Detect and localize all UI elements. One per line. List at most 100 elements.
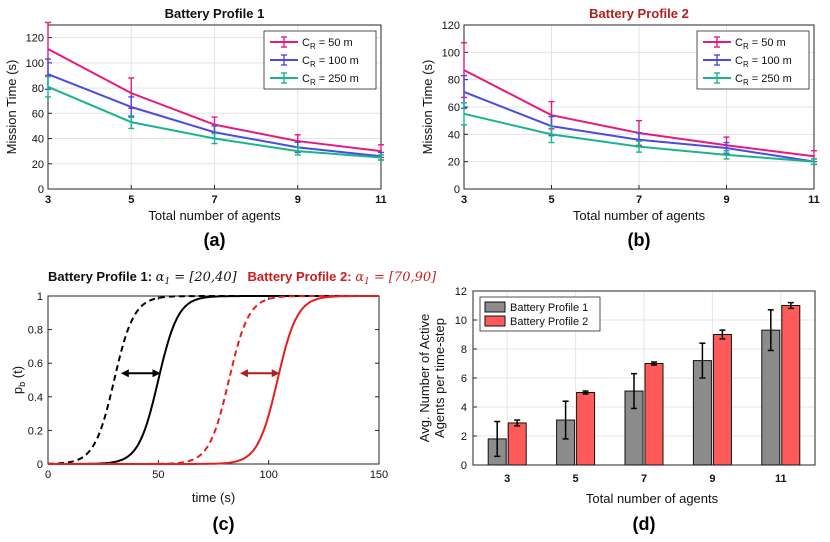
y-tick-label: 0.2 xyxy=(28,425,43,437)
x-tick-label: 5 xyxy=(128,194,134,206)
y-tick-label: 120 xyxy=(442,20,460,32)
bar xyxy=(576,392,596,466)
legend-sub: R xyxy=(743,78,749,87)
title-part: 1 xyxy=(164,277,170,287)
x-tick-label: 11 xyxy=(775,473,787,485)
x-axis-label: Total number of agents xyxy=(573,208,706,223)
x-tick-label: 7 xyxy=(211,194,217,206)
y-axis-label: Mission Time (s) xyxy=(4,60,19,155)
bar xyxy=(507,422,527,466)
x-tick-label: 9 xyxy=(295,194,301,206)
y-tick-label: 100 xyxy=(26,58,44,70)
y-tick-label: 80 xyxy=(32,83,44,95)
legend-prefix: C xyxy=(302,37,310,49)
y-axis-label: Mission Time (s) xyxy=(420,60,435,155)
title-part: α xyxy=(355,270,364,285)
y-tick-label: 2 xyxy=(461,431,467,443)
chart-title: Battery Profile 2 xyxy=(589,6,689,21)
x-tick-label: 5 xyxy=(573,473,579,485)
y-tick-label: 40 xyxy=(448,129,460,141)
y-axis-label: Avg. Number of Active xyxy=(417,314,432,442)
x-tick-label: 11 xyxy=(375,194,387,206)
x-tick-label: 5 xyxy=(548,194,554,206)
legend-label: Battery Profile 1 xyxy=(510,302,588,314)
y-tick-label: 6 xyxy=(461,373,467,385)
x-tick-label: 3 xyxy=(504,473,510,485)
legend-name: = 50 m xyxy=(316,37,353,49)
ylabel-sub: b xyxy=(17,382,27,387)
y-axis-label: Agents per time-step xyxy=(432,318,447,438)
chart-b: Battery Profile 2 0 20 40 60 80 100 120 3 5 7 9 11 To… xyxy=(420,6,820,250)
legend-label: CR = 100 m xyxy=(302,55,359,69)
y-tick-label: 40 xyxy=(32,134,44,146)
series-curve-profile1-upper xyxy=(48,295,379,465)
y-tick-label: 8 xyxy=(461,344,467,356)
y-tick-label: 0 xyxy=(37,459,43,471)
ylabel-suffix: (t) xyxy=(10,366,25,382)
x-tick-label: 100 xyxy=(259,469,277,481)
x-tick-label: 9 xyxy=(723,194,729,206)
legend-label: CR = 250 m xyxy=(735,73,792,87)
panel-label: (b) xyxy=(628,230,651,250)
legend-label: Battery Profile 2 xyxy=(510,316,588,328)
chart-a: Battery Profile 1 0 20 40 60 80 100 120 3 5 7 9 11 To… xyxy=(4,6,387,250)
title-part: 1 xyxy=(364,277,370,287)
y-tick-label: 0.4 xyxy=(28,392,43,404)
legend-sub: R xyxy=(310,60,316,69)
arrow-head xyxy=(239,369,248,378)
legend-label: CR = 250 m xyxy=(302,73,359,87)
legend-label: CR = 100 m xyxy=(735,55,792,69)
series-curve-profile2-upper xyxy=(48,295,379,465)
title-part: α xyxy=(156,270,165,285)
legend-prefix: C xyxy=(302,55,310,67)
legend-sub: R xyxy=(310,42,316,51)
legend-prefix: C xyxy=(735,55,743,67)
y-tick-label: 0 xyxy=(454,184,460,196)
chart-c: Battery Profile 1: α1 = [20,40] Battery … xyxy=(10,269,437,534)
chart-d: 0 2 4 6 8 10 12 3 5 7 9 11 Total number of agents Avg… xyxy=(417,286,816,534)
y-tick-label: 80 xyxy=(448,75,460,87)
x-tick-label: 11 xyxy=(808,194,820,206)
legend-prefix: C xyxy=(302,73,310,85)
x-tick-label: 9 xyxy=(709,473,715,485)
y-tick-label: 0.6 xyxy=(28,358,43,370)
legend-name: = 100 m xyxy=(316,55,359,67)
arrow-head xyxy=(271,369,280,378)
y-tick-label: 10 xyxy=(455,315,467,327)
x-tick-label: 150 xyxy=(370,469,388,481)
legend-name: = 100 m xyxy=(749,55,792,67)
ylabel-main: p xyxy=(10,387,25,394)
bar xyxy=(644,363,664,466)
chart-title: Battery Profile 1: α1 = [20,40] Battery … xyxy=(48,269,437,287)
arrow-head xyxy=(120,369,129,378)
bar xyxy=(712,334,732,466)
series-curve-profile2-lower xyxy=(48,295,379,465)
x-axis-label: Total number of agents xyxy=(586,491,719,506)
legend-label: CR = 50 m xyxy=(735,37,786,51)
y-tick-label: 120 xyxy=(26,33,44,45)
y-tick-label: 4 xyxy=(461,402,467,414)
x-tick-label: 3 xyxy=(45,194,51,206)
title-part: Battery Profile 2: xyxy=(237,269,355,284)
x-tick-label: 3 xyxy=(461,194,467,206)
y-tick-label: 60 xyxy=(32,108,44,120)
legend-prefix: C xyxy=(735,73,743,85)
panel-label: (d) xyxy=(633,514,656,534)
legend-sub: R xyxy=(743,42,749,51)
y-tick-label: 20 xyxy=(448,157,460,169)
x-axis-label: time (s) xyxy=(192,490,235,505)
title-part: = [20,40] xyxy=(170,270,237,285)
legend-name: = 250 m xyxy=(749,73,792,85)
bar xyxy=(781,305,801,466)
panel-label: (c) xyxy=(213,514,235,534)
x-axis-label: Total number of agents xyxy=(148,208,281,223)
y-tick-label: 0 xyxy=(38,184,44,196)
legend-swatch xyxy=(484,301,506,313)
x-tick-label: 7 xyxy=(636,194,642,206)
legend-name: = 250 m xyxy=(316,73,359,85)
plot-frame xyxy=(47,295,380,465)
legend-sub: R xyxy=(743,60,749,69)
legend-prefix: C xyxy=(735,37,743,49)
y-tick-label: 20 xyxy=(32,159,44,171)
